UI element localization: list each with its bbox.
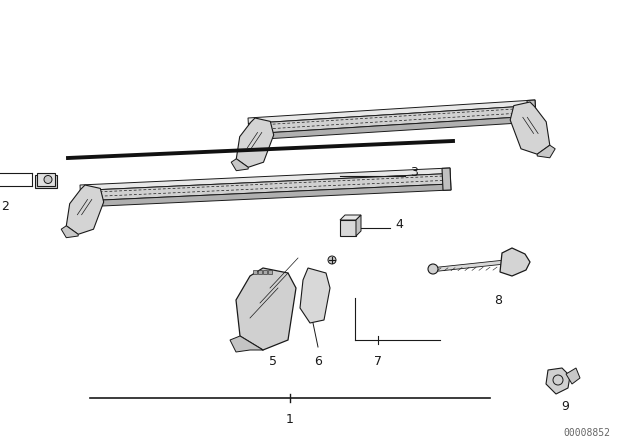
Polygon shape	[67, 185, 104, 234]
Polygon shape	[430, 260, 505, 272]
Polygon shape	[340, 220, 356, 236]
Text: 5: 5	[269, 355, 277, 368]
Text: 4: 4	[395, 217, 403, 231]
Circle shape	[44, 176, 52, 184]
Polygon shape	[230, 336, 263, 352]
Polygon shape	[258, 270, 262, 274]
Polygon shape	[263, 270, 267, 274]
Polygon shape	[527, 100, 536, 122]
Text: 6: 6	[314, 355, 322, 368]
Polygon shape	[249, 116, 536, 140]
Polygon shape	[35, 175, 57, 188]
Text: 3: 3	[410, 165, 418, 178]
Circle shape	[328, 256, 336, 264]
Polygon shape	[231, 159, 248, 171]
Polygon shape	[300, 268, 330, 323]
Polygon shape	[80, 168, 451, 190]
Text: 7: 7	[374, 355, 382, 368]
Polygon shape	[236, 118, 274, 167]
Text: 1: 1	[286, 413, 294, 426]
Text: 00008852: 00008852	[563, 428, 610, 438]
Polygon shape	[37, 173, 55, 186]
Polygon shape	[340, 215, 361, 220]
Polygon shape	[566, 368, 580, 384]
Polygon shape	[537, 145, 556, 158]
Polygon shape	[500, 248, 530, 276]
Polygon shape	[80, 173, 451, 201]
Polygon shape	[253, 270, 257, 274]
Text: 2: 2	[1, 201, 9, 214]
Polygon shape	[61, 226, 78, 238]
Polygon shape	[356, 215, 361, 236]
Polygon shape	[510, 102, 550, 154]
Polygon shape	[81, 184, 451, 207]
Polygon shape	[546, 368, 570, 394]
Polygon shape	[248, 100, 535, 124]
Text: 8: 8	[494, 293, 502, 306]
Circle shape	[428, 264, 438, 274]
Polygon shape	[268, 270, 272, 274]
Polygon shape	[236, 268, 296, 350]
Text: 9: 9	[561, 400, 569, 413]
Polygon shape	[442, 168, 451, 190]
Polygon shape	[248, 105, 536, 134]
